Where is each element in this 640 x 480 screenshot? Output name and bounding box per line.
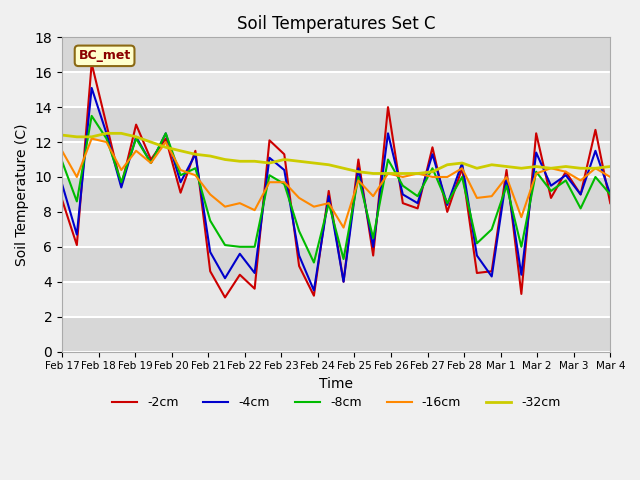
X-axis label: Time: Time — [319, 377, 353, 391]
Text: BC_met: BC_met — [79, 49, 131, 62]
Bar — [62, 107, 611, 142]
Bar — [62, 317, 611, 351]
Y-axis label: Soil Temperature (C): Soil Temperature (C) — [15, 123, 29, 266]
Title: Soil Temperatures Set C: Soil Temperatures Set C — [237, 15, 435, 33]
Bar — [62, 247, 611, 282]
Legend: -2cm, -4cm, -8cm, -16cm, -32cm: -2cm, -4cm, -8cm, -16cm, -32cm — [107, 391, 565, 414]
Bar — [62, 37, 611, 72]
Bar — [62, 177, 611, 212]
